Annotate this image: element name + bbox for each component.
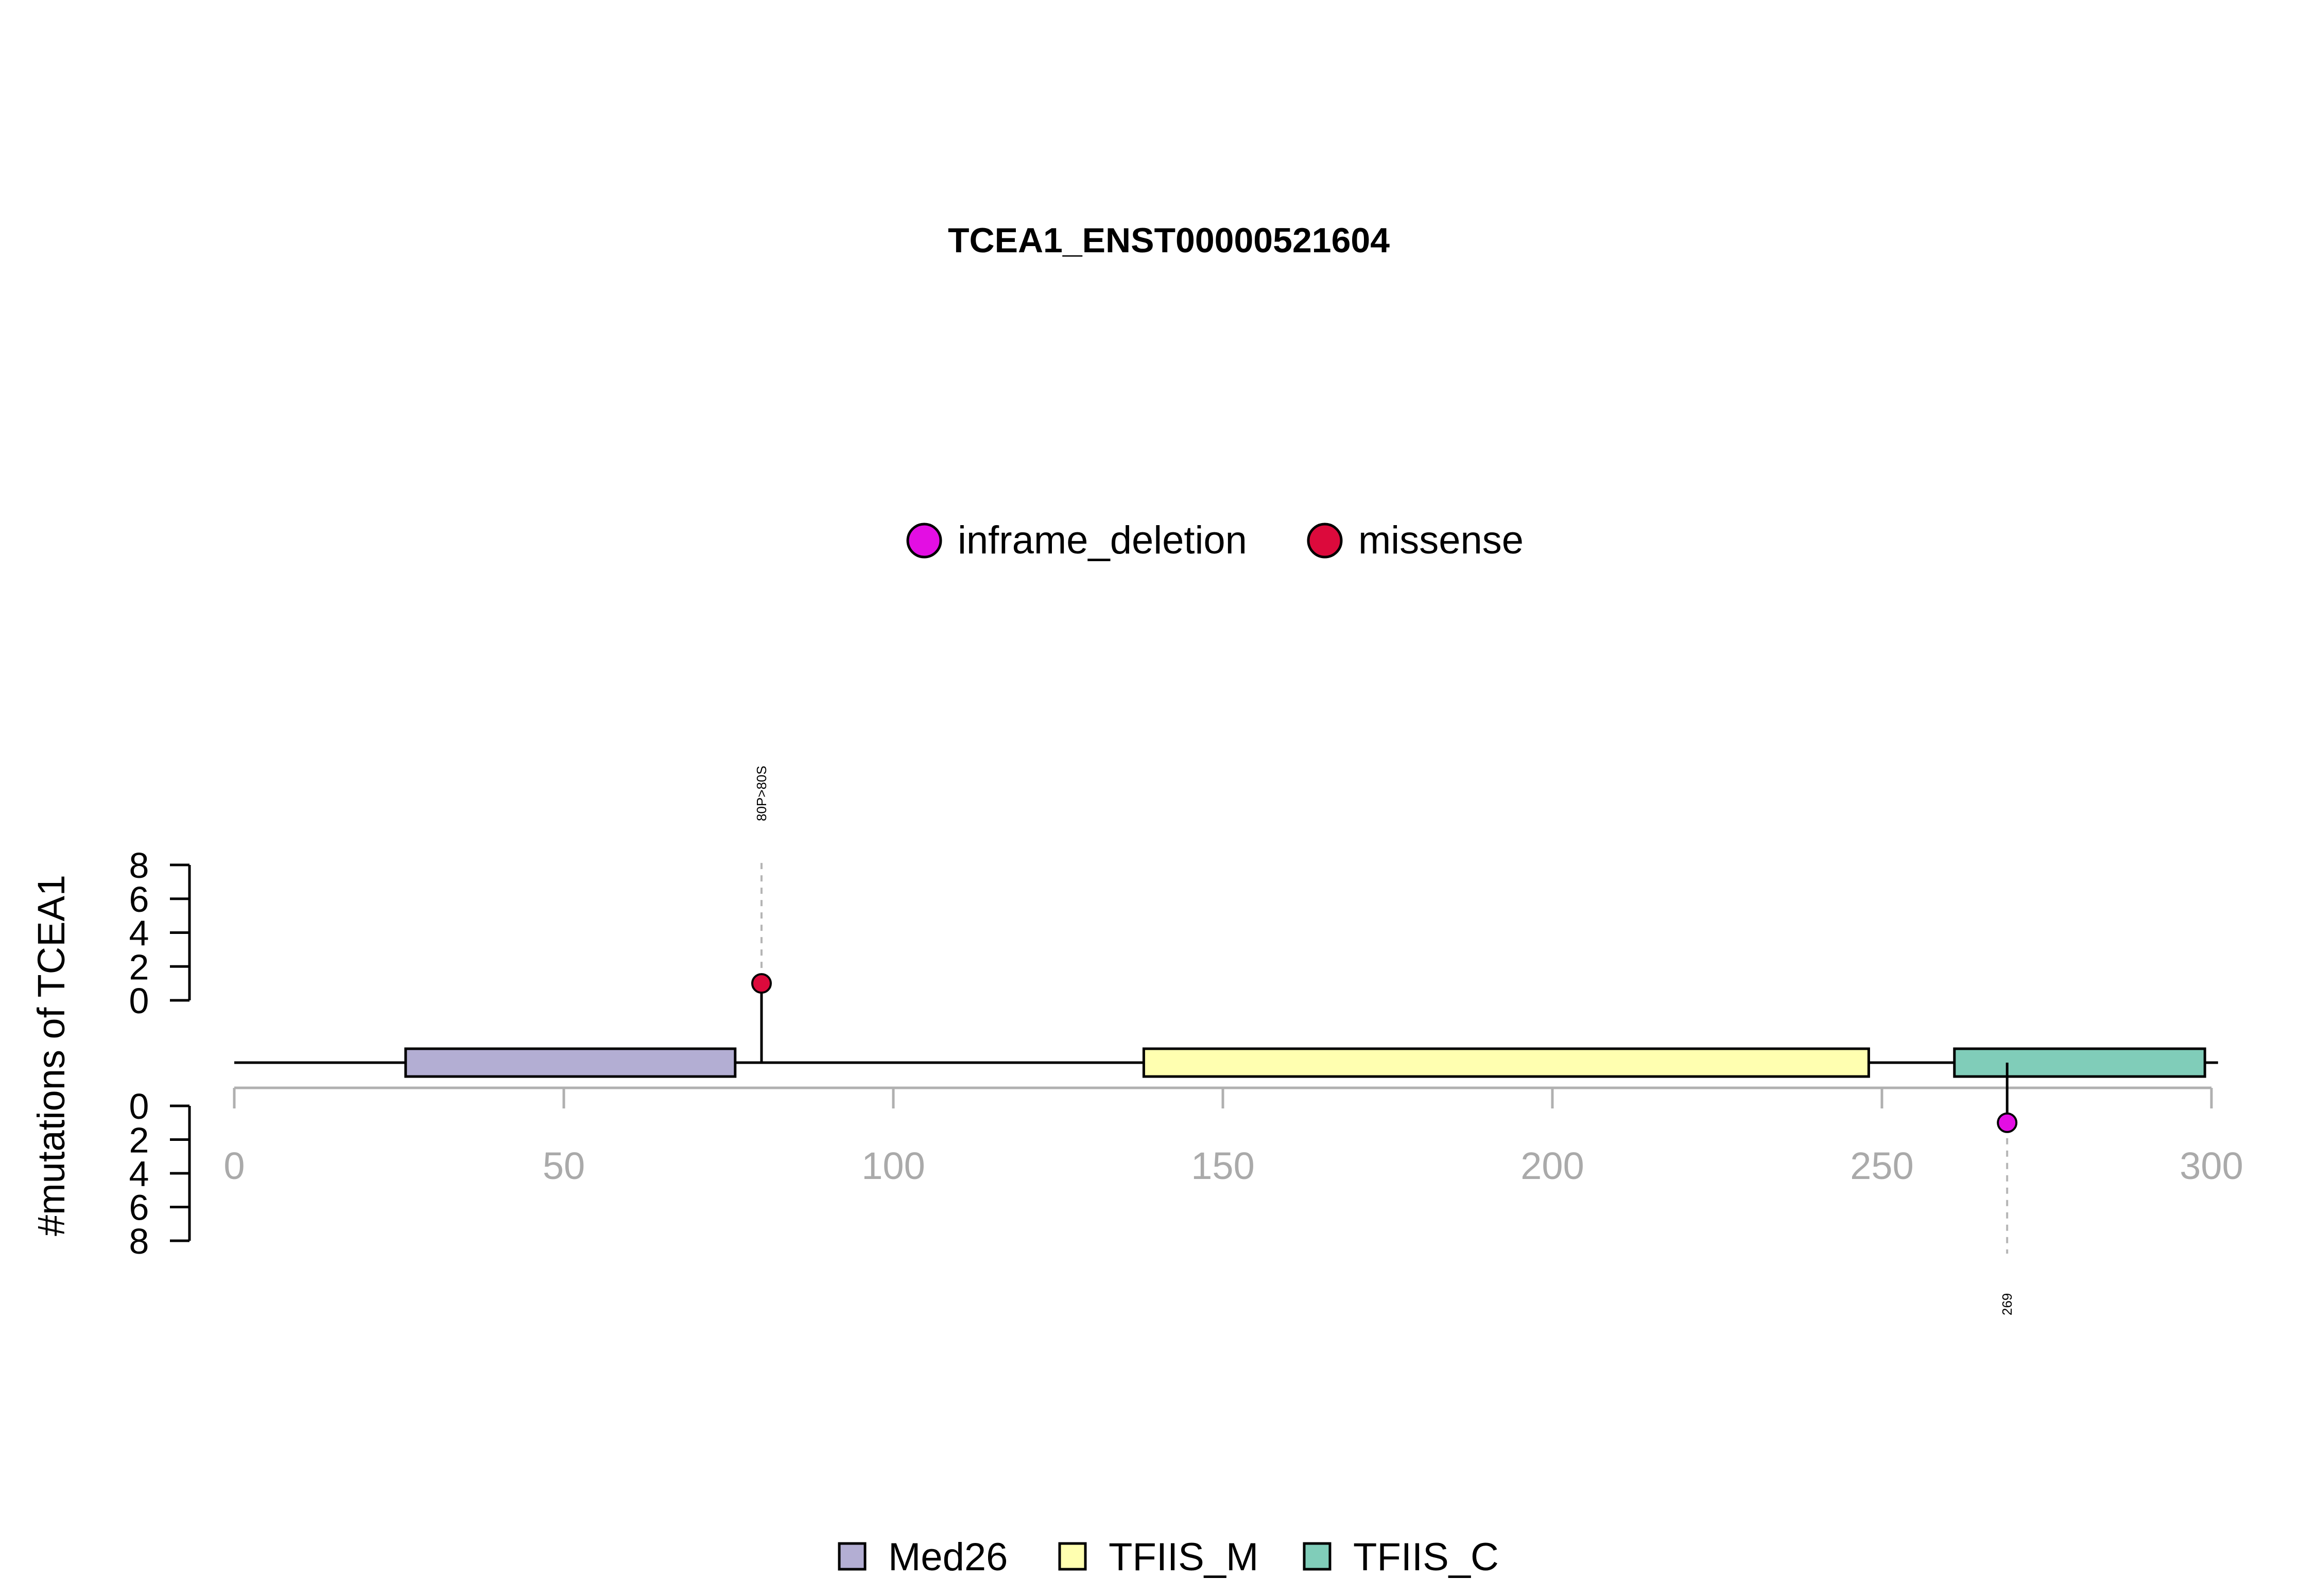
y-axis-label: #mutations of TCEA1 [30,875,73,1236]
legend-swatch-tfiis-m-icon [1058,1542,1087,1571]
domain-tfiis-m [1142,1047,1870,1078]
domain-legend: Med26 TFIIS_M TFIIS_C [838,1535,1499,1579]
legend-dot-missense-icon [1307,523,1343,559]
mutation-layer: 80P>80S 269 [751,766,2018,1315]
legend-item-tfiis-c: TFIIS_C [1303,1535,1499,1579]
x-tick-label: 50 [543,1144,585,1187]
mutation-label: 80P>80S [754,766,769,821]
y-axis-bottom-tick-label: 8 [129,1221,149,1261]
mutation-legend: inframe_deletion missense [906,518,1524,562]
legend-label-med26: Med26 [888,1535,1008,1579]
legend-swatch-med26-icon [838,1542,867,1571]
legend-label-tfiis-m: TFIIS_M [1109,1535,1258,1579]
legend-item-inframe-deletion: inframe_deletion [906,518,1247,562]
x-tick-label: 300 [2180,1144,2243,1187]
y-axis-top-tick-label: 4 [129,913,149,953]
x-tick-label: 150 [1191,1144,1254,1187]
y-axis-bottom-tick-label: 2 [129,1120,149,1160]
x-axis: 0 50 100 150 200 250 300 [223,1086,2243,1187]
legend-swatch-tfiis-c-icon [1303,1542,1332,1571]
y-axis-top-tick-label: 0 [129,981,149,1021]
chart-title: TCEA1_ENST00000521604 [948,221,1390,260]
mutation-80: 80P>80S [751,766,772,1063]
mutation-point-missense [751,973,772,994]
x-tick-label: 250 [1850,1144,1913,1187]
legend-item-med26: Med26 [838,1535,1008,1579]
mutation-label: 269 [1999,1293,2015,1315]
y-axis-bottom-tick-label: 6 [129,1188,149,1228]
legend-label-missense: missense [1358,518,1524,562]
y-axis-bottom-tick-label: 4 [129,1154,149,1194]
domain-layer [404,1047,2206,1078]
legend-item-missense: missense [1307,518,1524,562]
x-tick-label: 200 [1520,1144,1584,1187]
y-axis-top-tick-label: 8 [129,845,149,886]
legend-label-tfiis-c: TFIIS_C [1353,1535,1499,1579]
x-tick-label: 0 [223,1144,245,1187]
y-axis-top-tick-label: 6 [129,879,149,920]
domain-tfiis-c [1953,1047,2206,1078]
domain-med26 [404,1047,737,1078]
y-axis-top-tick-label: 2 [129,947,149,987]
x-tick-label: 100 [861,1144,925,1187]
legend-dot-inframe-deletion-icon [906,523,942,559]
legend-label-inframe-deletion: inframe_deletion [958,518,1247,562]
y-axis-bottom-tick-label: 0 [129,1086,149,1126]
legend-item-tfiis-m: TFIIS_M [1058,1535,1258,1579]
mutation-269: 269 [1997,1063,2018,1315]
mutation-point-inframe-deletion [1997,1112,2018,1133]
